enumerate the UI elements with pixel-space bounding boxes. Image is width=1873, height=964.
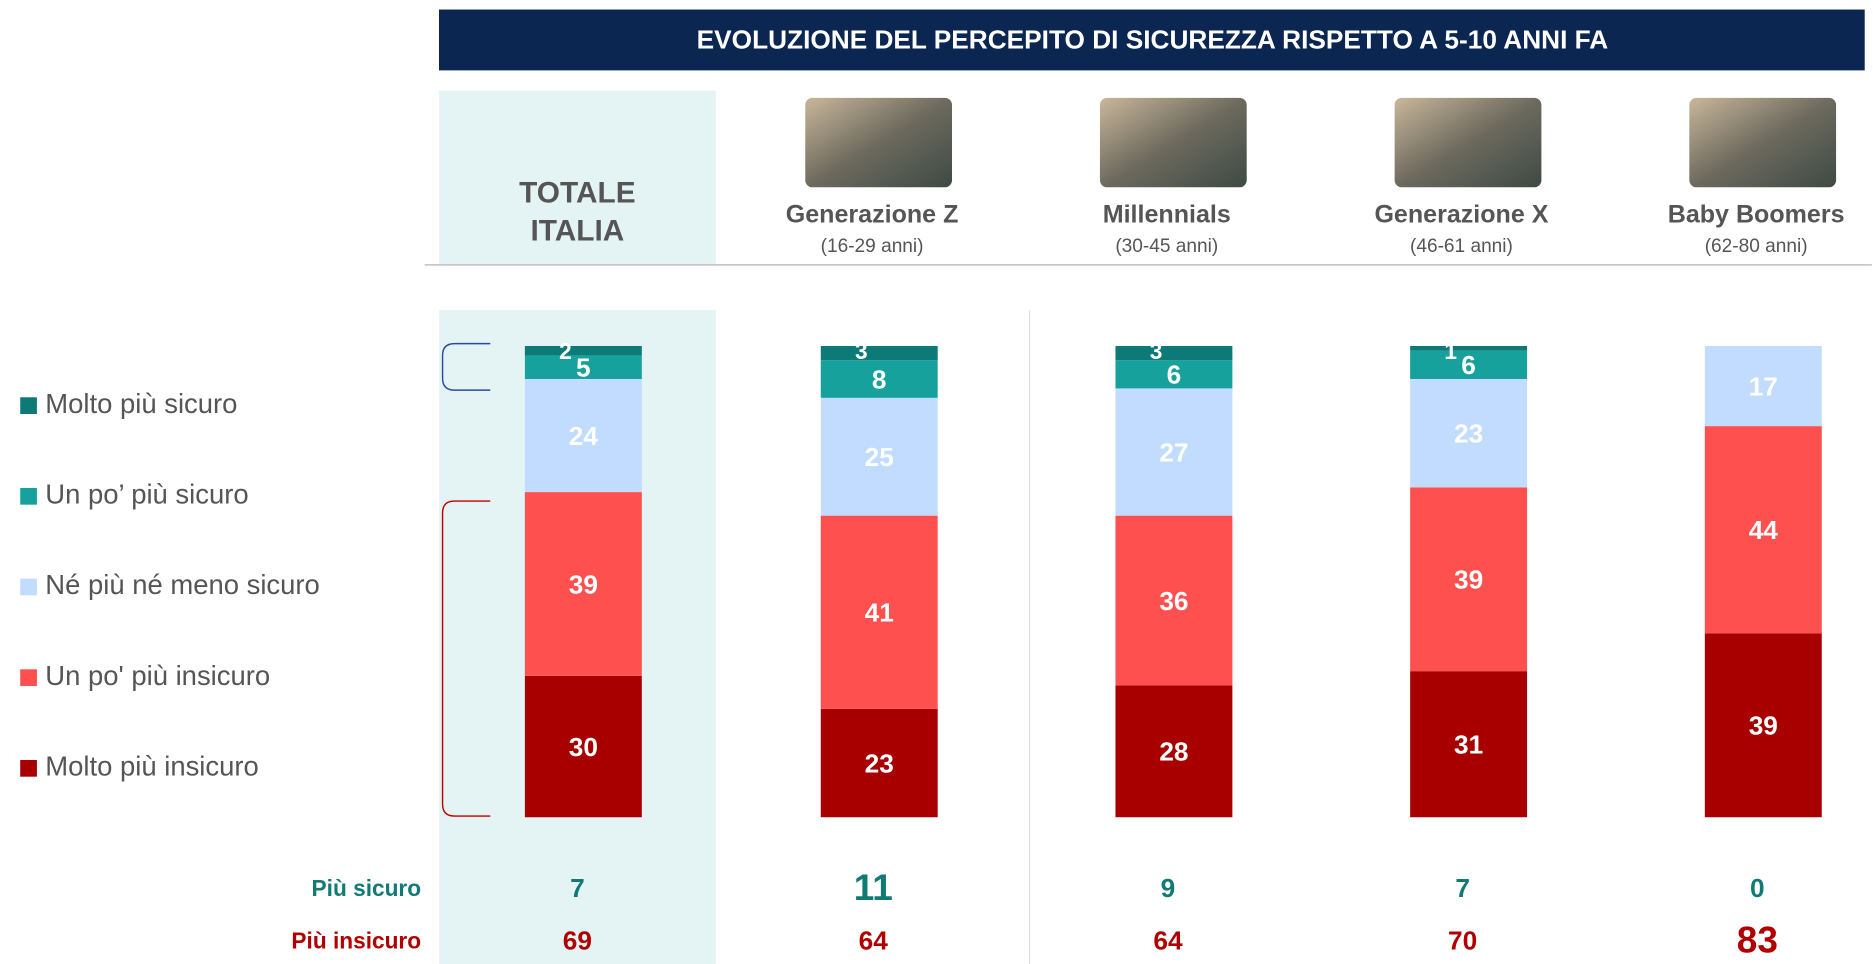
bar-segment bbox=[1704, 345, 1822, 427]
bar-segment bbox=[524, 492, 642, 676]
category-label: Generazione Z bbox=[786, 201, 959, 229]
summary-value: 64 bbox=[859, 925, 889, 955]
bar-segment bbox=[820, 397, 938, 516]
photo bbox=[1394, 97, 1542, 188]
bar-segment bbox=[1115, 360, 1233, 389]
bar-segment bbox=[1115, 685, 1233, 818]
summary-value: 7 bbox=[1455, 873, 1470, 903]
summary-value: 0 bbox=[1750, 873, 1765, 903]
data-label: 6 bbox=[1461, 350, 1476, 380]
category-label: Millennials bbox=[1103, 201, 1231, 229]
data-label: 30 bbox=[569, 732, 598, 762]
bar-segment bbox=[820, 515, 938, 709]
age-range: (46-61 anni) bbox=[1410, 236, 1513, 257]
bar-segment bbox=[1410, 378, 1528, 488]
age-range: (30-45 anni) bbox=[1115, 236, 1218, 257]
bar-segment bbox=[1410, 671, 1528, 818]
bar-segment bbox=[1115, 515, 1233, 686]
bar-segment bbox=[524, 355, 642, 379]
data-label: 41 bbox=[865, 598, 894, 628]
legend-label: Un po' più insicuro bbox=[45, 660, 270, 691]
data-label: 1 bbox=[1444, 338, 1457, 364]
summary-value: 11 bbox=[854, 867, 893, 908]
data-label: 39 bbox=[1454, 565, 1483, 595]
legend-swatch bbox=[20, 487, 37, 505]
data-label: 17 bbox=[1749, 371, 1778, 401]
summary-value: 9 bbox=[1161, 873, 1176, 903]
legend-label: Molto più sicuro bbox=[45, 388, 237, 419]
legend-label: Un po’ più sicuro bbox=[45, 479, 248, 510]
legend-label: Né più né meno sicuro bbox=[45, 569, 320, 600]
bar-segment bbox=[820, 345, 938, 361]
category-label: Generazione X bbox=[1374, 201, 1548, 229]
bar-segment bbox=[1410, 345, 1528, 351]
data-label: 27 bbox=[1159, 437, 1188, 467]
data-label: 31 bbox=[1454, 730, 1483, 760]
photo bbox=[1689, 97, 1837, 188]
data-label: 8 bbox=[872, 364, 887, 394]
data-label: 24 bbox=[569, 421, 599, 451]
data-label: 39 bbox=[569, 569, 598, 599]
legend-swatch bbox=[20, 397, 37, 414]
photo bbox=[1099, 97, 1247, 188]
age-range: (16-29 anni) bbox=[821, 236, 924, 257]
bar-segment bbox=[1115, 388, 1233, 516]
legend-label: Molto più insicuro bbox=[45, 751, 258, 782]
legend-swatch bbox=[20, 669, 37, 687]
summary-value: 69 bbox=[563, 925, 592, 955]
photo bbox=[805, 97, 953, 188]
bar-segment bbox=[1410, 350, 1528, 379]
bracket-sicuro bbox=[441, 342, 491, 391]
bracket-insicuro bbox=[441, 500, 491, 817]
header-bar bbox=[438, 9, 1865, 71]
data-label: 44 bbox=[1749, 515, 1779, 545]
age-range: (62-80 anni) bbox=[1705, 236, 1808, 257]
data-label: 3 bbox=[855, 338, 868, 364]
summary-value: 7 bbox=[570, 873, 585, 903]
data-label: 5 bbox=[576, 353, 591, 383]
bar-segment bbox=[1704, 633, 1822, 818]
data-label: 2 bbox=[559, 338, 572, 364]
category-label: Baby Boomers bbox=[1668, 201, 1845, 229]
bar-segment bbox=[524, 345, 642, 356]
data-label: 28 bbox=[1159, 737, 1188, 767]
bar-segment bbox=[1115, 345, 1233, 361]
data-label: 23 bbox=[1454, 418, 1483, 448]
bar-segment bbox=[524, 675, 642, 818]
data-label: 39 bbox=[1749, 711, 1778, 741]
bar-segment bbox=[1410, 487, 1528, 672]
data-label: 6 bbox=[1167, 360, 1182, 390]
data-label: 3 bbox=[1150, 338, 1163, 364]
summary-value: 83 bbox=[1737, 919, 1778, 960]
bar-segment bbox=[820, 708, 938, 818]
total-highlight bbox=[438, 90, 716, 265]
data-label: 25 bbox=[865, 442, 894, 472]
summary-label: Più insicuro bbox=[291, 928, 421, 954]
category-label: TOTALE ITALIA bbox=[519, 176, 635, 247]
bar-segment bbox=[820, 360, 938, 398]
bar-segment bbox=[524, 378, 642, 493]
bar-segment bbox=[1704, 426, 1822, 634]
data-label: 23 bbox=[865, 748, 894, 778]
legend-swatch bbox=[20, 578, 37, 596]
summary-value: 70 bbox=[1448, 925, 1477, 955]
summary-label: Più sicuro bbox=[312, 875, 422, 901]
legend-swatch bbox=[20, 759, 37, 777]
summary-value: 64 bbox=[1153, 925, 1183, 955]
chart-title: EVOLUZIONE DEL PERCEPITO DI SICUREZZA RI… bbox=[697, 25, 1609, 55]
data-label: 36 bbox=[1159, 586, 1188, 616]
